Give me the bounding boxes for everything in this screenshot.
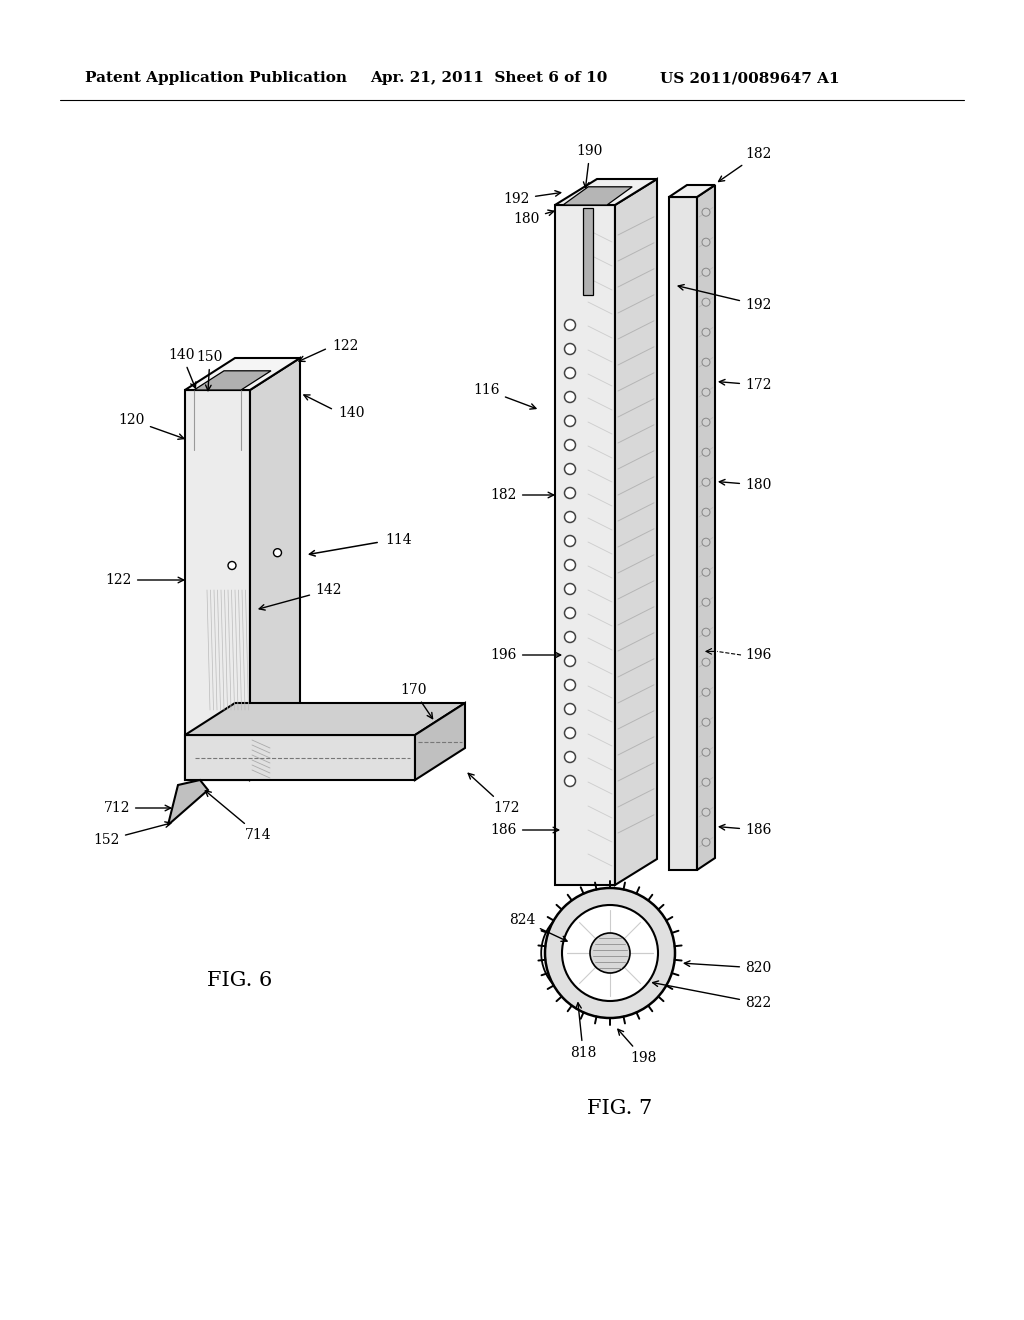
Circle shape — [564, 631, 575, 643]
Text: 818: 818 — [570, 1003, 596, 1060]
Circle shape — [564, 343, 575, 355]
Circle shape — [273, 549, 282, 557]
Text: FIG. 7: FIG. 7 — [588, 1098, 652, 1118]
Circle shape — [702, 568, 710, 577]
Circle shape — [702, 508, 710, 516]
Polygon shape — [185, 735, 415, 780]
Text: FIG. 6: FIG. 6 — [208, 970, 272, 990]
Text: 122: 122 — [332, 339, 358, 352]
Text: 196: 196 — [745, 648, 771, 663]
Circle shape — [702, 718, 710, 726]
Circle shape — [564, 583, 575, 594]
Polygon shape — [555, 205, 615, 884]
Text: 186: 186 — [490, 822, 559, 837]
Circle shape — [702, 539, 710, 546]
Circle shape — [702, 418, 710, 426]
Circle shape — [564, 704, 575, 714]
Circle shape — [564, 560, 575, 570]
Polygon shape — [250, 358, 300, 780]
Text: 120: 120 — [119, 413, 184, 440]
Circle shape — [564, 607, 575, 619]
Text: 140: 140 — [338, 407, 365, 420]
Text: 180: 180 — [719, 478, 771, 492]
Circle shape — [545, 888, 675, 1018]
Text: 172: 172 — [719, 378, 771, 392]
Circle shape — [564, 487, 575, 499]
Circle shape — [702, 748, 710, 756]
Circle shape — [564, 680, 575, 690]
Circle shape — [702, 298, 710, 306]
Text: Apr. 21, 2011  Sheet 6 of 10: Apr. 21, 2011 Sheet 6 of 10 — [370, 71, 607, 84]
Circle shape — [702, 779, 710, 787]
Circle shape — [564, 319, 575, 330]
Polygon shape — [168, 780, 208, 825]
Text: Patent Application Publication: Patent Application Publication — [85, 71, 347, 84]
Circle shape — [564, 727, 575, 738]
Circle shape — [564, 536, 575, 546]
Circle shape — [702, 838, 710, 846]
Text: 142: 142 — [259, 583, 341, 610]
Text: 114: 114 — [385, 533, 412, 546]
Circle shape — [564, 440, 575, 450]
Polygon shape — [185, 358, 300, 389]
Text: 196: 196 — [490, 648, 561, 663]
Text: 150: 150 — [197, 350, 223, 391]
Circle shape — [562, 906, 658, 1001]
Text: 192: 192 — [678, 285, 771, 312]
Circle shape — [564, 416, 575, 426]
Circle shape — [702, 449, 710, 457]
Circle shape — [564, 511, 575, 523]
Circle shape — [702, 358, 710, 366]
Polygon shape — [697, 185, 715, 870]
Circle shape — [564, 367, 575, 379]
Circle shape — [702, 598, 710, 606]
Circle shape — [702, 329, 710, 337]
Text: 714: 714 — [206, 791, 271, 842]
Polygon shape — [563, 187, 632, 205]
Polygon shape — [583, 209, 593, 294]
Circle shape — [702, 209, 710, 216]
Circle shape — [702, 388, 710, 396]
Text: 182: 182 — [490, 488, 554, 502]
Circle shape — [702, 268, 710, 276]
Polygon shape — [185, 389, 250, 780]
Text: 182: 182 — [719, 147, 771, 182]
Text: 172: 172 — [468, 774, 519, 814]
Circle shape — [564, 656, 575, 667]
Text: 116: 116 — [473, 383, 536, 409]
Text: 152: 152 — [93, 822, 171, 847]
Text: 820: 820 — [684, 961, 771, 975]
Text: 140: 140 — [169, 348, 196, 388]
Polygon shape — [615, 180, 657, 884]
Text: 190: 190 — [577, 144, 603, 187]
Polygon shape — [669, 185, 715, 197]
Circle shape — [564, 751, 575, 763]
Circle shape — [702, 628, 710, 636]
Text: 192: 192 — [504, 190, 561, 206]
Text: 824: 824 — [509, 913, 567, 941]
Circle shape — [702, 238, 710, 247]
Polygon shape — [185, 704, 465, 735]
Circle shape — [702, 688, 710, 696]
Circle shape — [564, 463, 575, 474]
Circle shape — [702, 808, 710, 816]
Text: US 2011/0089647 A1: US 2011/0089647 A1 — [660, 71, 840, 84]
Circle shape — [564, 392, 575, 403]
Polygon shape — [415, 704, 465, 780]
Circle shape — [228, 561, 236, 569]
Text: 822: 822 — [652, 981, 771, 1010]
Text: 186: 186 — [719, 822, 771, 837]
Text: 122: 122 — [105, 573, 183, 587]
Text: 180: 180 — [514, 210, 554, 226]
Text: 712: 712 — [103, 801, 171, 814]
Circle shape — [702, 659, 710, 667]
Polygon shape — [669, 197, 697, 870]
Text: 170: 170 — [400, 682, 432, 718]
Polygon shape — [555, 180, 657, 205]
Circle shape — [702, 478, 710, 486]
Polygon shape — [194, 371, 271, 389]
Text: 198: 198 — [617, 1030, 656, 1065]
Circle shape — [564, 776, 575, 787]
Circle shape — [590, 933, 630, 973]
